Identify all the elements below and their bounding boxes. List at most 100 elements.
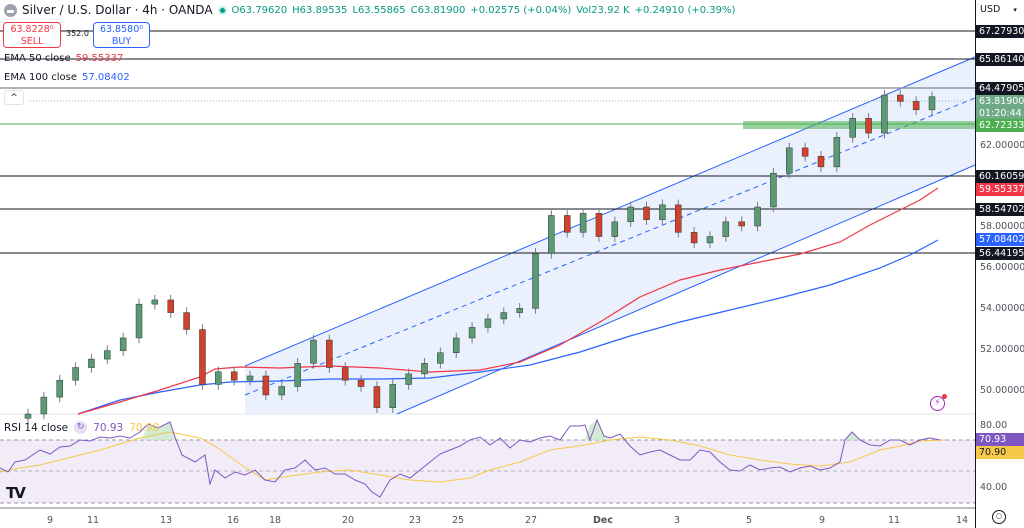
bullish-candle: [533, 253, 539, 308]
bullish-candle: [57, 380, 63, 397]
tradingview-logo-icon[interactable]: TV: [6, 484, 24, 502]
time-tick-label: 25: [452, 515, 464, 526]
price-tag: 70.93: [976, 433, 1024, 446]
bearish-candle: [374, 387, 380, 408]
bearish-candle: [802, 148, 808, 156]
rsi-label: RSI 14 close: [4, 422, 68, 434]
bullish-candle: [406, 374, 412, 385]
lightning-alert-icon[interactable]: ⚡: [930, 396, 945, 411]
price-tick-label: 52.00000: [980, 344, 1024, 355]
bullish-candle: [295, 363, 301, 386]
rsi-value: 70.93: [93, 422, 123, 434]
volume: Vol23.92 K: [576, 5, 629, 16]
bearish-candle: [358, 380, 364, 386]
bearish-candle: [184, 313, 190, 330]
bullish-candle: [517, 308, 523, 312]
price-tag: 70.90: [976, 446, 1024, 459]
bullish-candle: [881, 95, 887, 133]
price-tick-label: 80.00: [980, 420, 1007, 431]
market-open-icon: [218, 6, 227, 15]
buy-button[interactable]: 63.8580⁰ BUY: [93, 22, 150, 48]
bearish-candle: [199, 330, 205, 385]
bearish-candle: [818, 156, 824, 167]
bearish-candle: [897, 95, 903, 101]
bearish-candle: [913, 101, 919, 109]
bullish-candle: [501, 313, 507, 319]
buy-price: 63.8580⁰: [94, 24, 149, 36]
bullish-candle: [659, 205, 665, 220]
bullish-candle: [25, 414, 31, 418]
bullish-candle: [834, 137, 840, 167]
price-tick-label: 62.00000: [980, 140, 1024, 151]
ema100-legend[interactable]: EMA 100 close 57.08402: [4, 72, 130, 83]
bullish-candle: [390, 384, 396, 407]
time-tick-label: 27: [525, 515, 537, 526]
chevron-down-icon: ▾: [1013, 6, 1017, 14]
bullish-candle: [421, 363, 427, 374]
bullish-candle: [136, 304, 142, 338]
bullish-candle: [850, 118, 856, 137]
time-tick-label: 9: [819, 515, 825, 526]
volume-change: +0.24910 (+0.39%): [635, 5, 736, 16]
bearish-candle: [675, 205, 681, 232]
currency-selector[interactable]: USD ▾: [980, 4, 1017, 15]
price-tag: 64.47905: [976, 82, 1024, 95]
price-tick-label: 56.00000: [980, 262, 1024, 273]
bullish-candle: [628, 207, 634, 222]
bearish-candle: [342, 368, 348, 381]
time-tick-label: 5: [746, 515, 752, 526]
settings-gear-icon[interactable]: ○: [992, 510, 1006, 524]
price-tick-label: 54.00000: [980, 303, 1024, 314]
ohlc-low: L63.55865: [352, 5, 405, 16]
price-tag: 56.44195: [976, 247, 1024, 260]
bullish-candle: [453, 338, 459, 353]
bullish-candle: [548, 215, 554, 253]
bullish-candle: [247, 376, 253, 380]
symbol-title[interactable]: Silver / U.S. Dollar · 4h · OANDA: [22, 3, 213, 17]
bearish-candle: [564, 215, 570, 232]
bullish-candle: [104, 351, 110, 359]
ema50-label: EMA 50 close: [4, 53, 71, 64]
bearish-candle: [326, 340, 332, 367]
bullish-candle: [152, 300, 158, 304]
price-tick-label: 40.00: [980, 482, 1007, 493]
bearish-candle: [168, 300, 174, 313]
ema50-legend[interactable]: EMA 50 close 59.55337: [4, 53, 123, 64]
bearish-candle: [596, 213, 602, 236]
spread-value: 352.0: [66, 29, 89, 38]
price-chart[interactable]: [0, 0, 1024, 528]
sell-price: 63.8228⁰: [4, 24, 60, 36]
time-tick-label: 13: [160, 515, 172, 526]
symbol-header: Silver / U.S. Dollar · 4h · OANDA O63.79…: [4, 3, 735, 17]
bullish-candle: [929, 97, 935, 110]
time-tick-label: 3: [674, 515, 680, 526]
buy-label: BUY: [94, 36, 149, 48]
collapse-legend-button[interactable]: ^: [4, 90, 24, 105]
bullish-candle: [723, 222, 729, 237]
bullish-candle: [437, 353, 443, 364]
bullish-candle: [612, 222, 618, 237]
bearish-candle: [263, 376, 269, 395]
ema100-value: 57.08402: [82, 72, 130, 83]
bullish-candle: [88, 359, 94, 367]
bullish-candle: [73, 368, 79, 381]
price-tick-label: 50.00000: [980, 385, 1024, 396]
bearish-candle: [691, 232, 697, 243]
price-tag: 65.86140: [976, 53, 1024, 66]
time-tick-label: 20: [342, 515, 354, 526]
bearish-candle: [231, 372, 237, 380]
ohlc-high: H63.89535: [292, 5, 347, 16]
bullish-candle: [755, 207, 761, 226]
sell-button[interactable]: 63.8228⁰ SELL: [3, 22, 61, 48]
rsi-legend[interactable]: RSI 14 close ↻ 70.93 70.90: [4, 421, 159, 434]
time-tick-label: 14: [956, 515, 968, 526]
silver-logo-icon: [4, 4, 17, 17]
time-tick-label: 23: [409, 515, 421, 526]
bullish-candle: [485, 319, 491, 327]
channel-fill: [245, 57, 975, 414]
ohlc-change: +0.02575 (+0.04%): [470, 5, 571, 16]
bullish-candle: [41, 397, 47, 414]
rsi-ma-value: 70.90: [129, 422, 159, 434]
refresh-icon[interactable]: ↻: [74, 421, 87, 434]
currency-label: USD: [980, 4, 1000, 15]
